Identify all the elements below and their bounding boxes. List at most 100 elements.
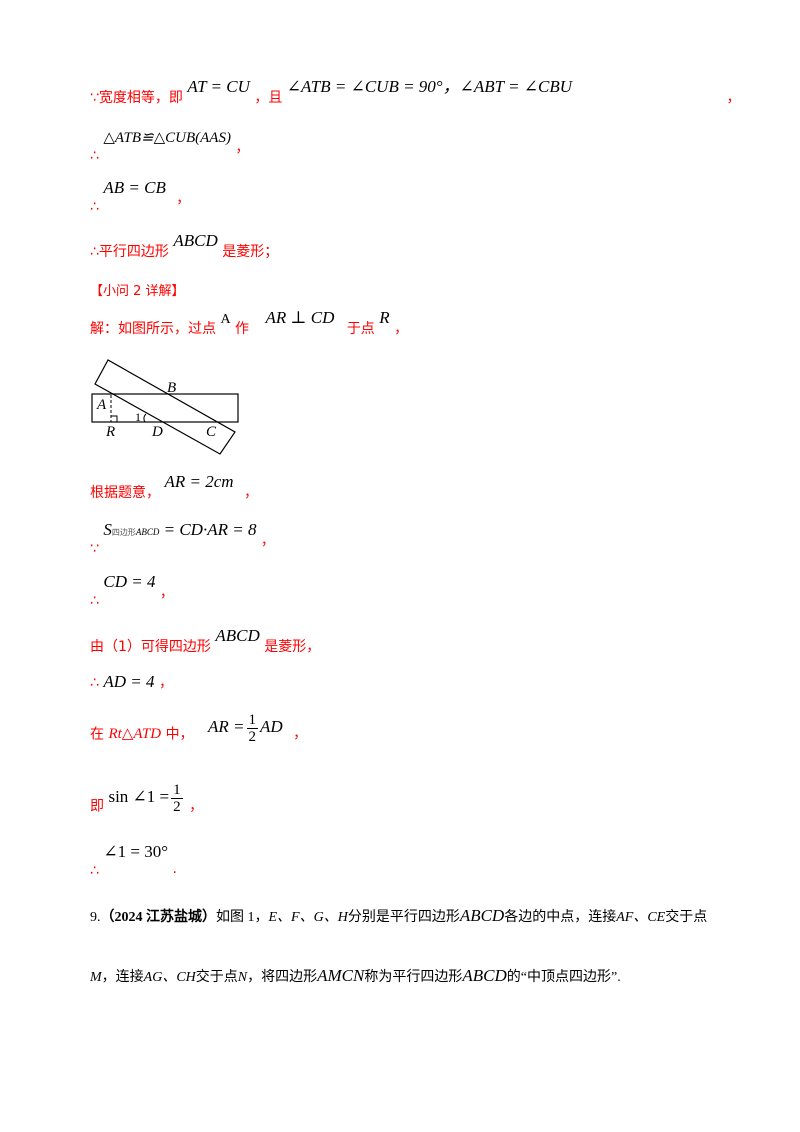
line-end: ， [726,90,741,106]
label-d: D [151,424,163,440]
question-text: 分别是平行四边形 [347,910,460,925]
proof-line-rhombus-from-1: 由（1）可得四边形 ABCD 是菱形， [90,626,321,656]
line-end: ， [159,585,174,601]
line-mid: 中， [165,726,194,743]
proof-line-sine: 即 sin ∠1 = 1 2 ， [90,782,204,823]
math-points-efgh: E、F、G、H [268,910,348,925]
proof-line-area: ∵ S四边形ABCD = CD·AR = 8 ， [90,520,275,557]
subscript-cn: 四边形 [111,528,136,537]
proof-line-triangle-congruent: ∴ △ATB≌△CUB(AAS) ， [90,130,250,164]
horizontal-strip [91,393,239,423]
question-text: 称为平行四边形 [364,970,463,985]
math-ad-eq-4: AD = 4 [103,672,155,691]
line-end: . [172,861,177,877]
line-end: ， [235,140,250,156]
line-prefix: 根据题意， [90,485,160,501]
fraction-numerator: 1 [246,712,259,729]
line-mid: 于点 [346,321,375,337]
math-point-r: R [379,308,390,327]
line-end: ， [394,321,409,337]
because-symbol: ∵ [90,541,99,557]
line-end: ， [260,533,275,549]
math-rhs: AD [260,717,283,737]
line-end: 是菱形； [222,244,279,260]
question-source: （2024 江苏盐城） [100,910,217,925]
math-ar-half-ad: AR = 1 2 AD [208,712,283,745]
right-angle-mark [111,415,118,422]
proof-line-right-triangle: 在 Rt△ATD 中， AR = 1 2 AD ， [90,712,308,751]
math-ar-eq-2cm: AR = 2cm [164,472,234,491]
angle-arc [143,413,147,423]
math-abcd: ABCD [459,906,505,925]
line-prefix: 在 [90,726,104,743]
question-text: 的“中顶点四边形”. [506,970,621,985]
therefore-symbol: ∴ [90,148,99,164]
label-angle-1: 1 [135,410,141,424]
question-text: ，连接 [101,970,144,985]
line-prefix: 解：如图所示，过点 [90,321,216,337]
question-text: 各边的中点，连接 [504,910,617,925]
tilted-strip [94,359,236,455]
question-text: ，将四边形 [247,970,318,985]
math-abcd: ABCD [462,966,507,985]
question-9-line-2: M，连接AG、CH交于点N，将四边形AMCN称为平行四边形ABCD的“中顶点四边… [90,966,621,986]
label-r: R [105,424,115,440]
line-separator: ，且 [254,90,283,106]
math-lhs: sin ∠1 = [108,787,170,807]
line-end: ， [243,485,258,501]
line-end: ， [158,675,173,691]
math-amcn: AMCN [317,966,365,985]
math-ar-perp-cd: AR ⊥ CD [265,308,335,327]
proof-line-ad-eq-4: ∴ AD = 4 ， [90,672,173,692]
line-prefix: ∴平行四边形 [90,244,169,260]
math-abcd: ABCD [215,626,260,645]
label-c: C [206,424,217,440]
therefore-symbol: ∴ [90,199,99,215]
fraction-denominator: 2 [248,729,257,745]
math-cd-eq-4: CD = 4 [103,572,156,591]
proof-line-congruence-conditions: ∵宽度相等，即 AT = CU ，且 ∠ATB = ∠CUB = 90°，∠AB… [90,77,741,107]
part2-heading: 【小问 2 详解】 [90,284,185,299]
fraction-denominator: 2 [173,799,181,815]
proof-line-cd-eq-4: ∴ CD = 4 ， [90,572,174,609]
math-s: S [103,520,112,539]
math-rest: = CD·AR = 8 [159,520,257,539]
line-end: 是菱形， [264,639,321,655]
math-subscript: 四边形ABCD [111,527,160,537]
math-angle-1-eq-30: ∠1 = 30° [103,842,169,861]
therefore-symbol: ∴ [90,675,99,691]
math-point-n: N [237,970,248,985]
therefore-symbol: ∴ [90,863,99,879]
question-text: 如图 1， [216,910,269,925]
therefore-symbol: ∴ [90,593,99,609]
line-mid: 作 [235,321,250,337]
line-end: ， [293,726,308,743]
line-prefix: ∵宽度相等，即 [90,90,183,106]
math-sin-angle-1: sin ∠1 = 1 2 [108,782,184,815]
math-segments-af-ce: AF、CE [616,910,666,925]
question-text: 交于点 [665,910,708,925]
proof-line-rhombus-conclusion: ∴平行四边形 ABCD 是菱形； [90,231,279,261]
proof-line-construction: 解：如图所示，过点 A 作 AR ⊥ CD 于点 R ， [90,308,409,338]
math-segments-ag-ch: AG、CH [143,970,196,985]
math-at-eq-cu: AT = CU [187,77,250,96]
math-point-m: M [90,970,102,985]
math-lhs: AR = [208,717,245,737]
line-prefix: 即 [90,798,104,815]
section-heading-part2: 【小问 2 详解】 [90,280,185,299]
proof-line-ab-eq-cb: ∴ AB = CB ， [90,178,190,215]
proof-line-angle-30: ∴ ∠1 = 30° . [90,842,177,879]
math-triangle-congruence: △ATB≌△CUB(AAS) [103,130,231,146]
question-9-line-1: 9.（2024 江苏盐城）如图 1，E、F、G、H分别是平行四边形ABCD各边的… [90,906,707,926]
line-end: ， [189,798,204,815]
line-prefix: 由（1）可得四边形 [90,639,211,655]
math-area-equation: S四边形ABCD = CD·AR = 8 [103,520,256,539]
math-rt-triangle: Rt△ATD [108,726,162,743]
fraction-numerator: 1 [171,782,183,799]
math-point-a: A [220,312,231,327]
proof-line-given-ar: 根据题意， AR = 2cm ， [90,472,258,502]
math-ab-eq-cb: AB = CB [103,178,166,197]
question-text: 交于点 [195,970,238,985]
